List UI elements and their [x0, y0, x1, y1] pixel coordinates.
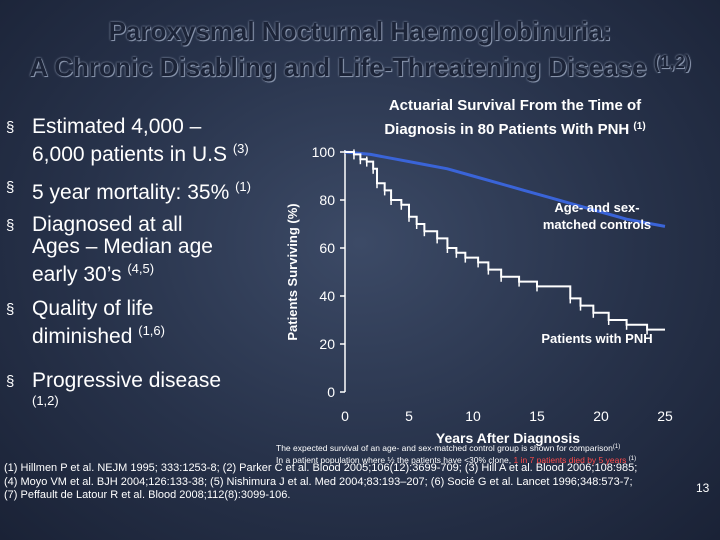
bullet-citation: (3) — [232, 141, 249, 156]
x-tick-label: 0 — [341, 408, 349, 424]
y-tick-label: 40 — [319, 288, 335, 304]
series-line-pnh — [345, 151, 665, 331]
bullet-text-cont: 6,000 patients in U.S (3) — [32, 138, 249, 165]
y-tick-label: 0 — [327, 384, 335, 400]
series-label-controls-line: matched controls — [543, 217, 651, 232]
y-tick-label: 60 — [319, 240, 335, 256]
x-tick-label: 15 — [529, 408, 545, 424]
y-tick-label: 100 — [312, 144, 336, 160]
chart-note-1-citation: (1) — [612, 444, 621, 450]
chart-note-2-text: In a patient population where ½ the pati… — [276, 455, 512, 465]
bullet-text-line: 6,000 patients in U.S — [32, 143, 227, 166]
bullet-text: 5 year mortality: 35% (1) — [32, 176, 251, 203]
bullet-text-line: early 30’s — [32, 263, 122, 286]
bullet-text-line: diminished — [32, 325, 133, 348]
reference-line-3: (7) Peffault de Latour R et al. Blood 20… — [4, 489, 291, 501]
slide-title: Paroxysmal Nocturnal Haemoglobinuria: A … — [0, 16, 720, 83]
bullet-text: Quality of life — [32, 297, 154, 320]
bullet-text-cont: diminished (1,6) — [32, 320, 165, 347]
series-label-controls: Age- and sex-matched controls — [543, 200, 651, 232]
x-tick-label: 20 — [593, 408, 609, 424]
chart-title-citation: (1) — [633, 121, 646, 132]
series-line-controls — [344, 150, 666, 228]
bullet-marker: § — [6, 301, 15, 318]
chart-title: Actuarial Survival From the Time of Diag… — [320, 95, 710, 140]
slide-title-citation: (1,2) — [653, 52, 691, 72]
y-tick-label: 80 — [319, 192, 335, 208]
page-number: 13 — [696, 481, 710, 495]
bullet-text-cont: early 30’s (4,5) — [32, 258, 154, 285]
series-label-controls-line: Age- and sex- — [554, 200, 639, 215]
reference-line-2: (4) Moyo VM et al. BJH 2004;126:133-38; … — [4, 475, 633, 488]
reference-line-1: (1) Hillmen P et al. NEJM 1995; 333:1253… — [4, 462, 638, 474]
bullet-marker: § — [6, 119, 15, 136]
chart-note-2-highlight: 1 in 7 patients died by 5 years — [513, 455, 627, 465]
chart-title-line-2: Diagnosis in 80 Patients With PNH (1) — [320, 116, 710, 140]
references: (1) Hillmen P et al. NEJM 1995; 333:1253… — [4, 462, 637, 503]
bullet-citation: (1,2) — [32, 393, 59, 408]
bullet-text: Progressive disease — [32, 369, 222, 392]
x-tick-label: 5 — [405, 408, 413, 424]
bullet-citation: (1,6) — [138, 323, 165, 338]
series-label-pnh: Patients with PNH — [541, 331, 652, 346]
bullet-marker: § — [6, 217, 15, 234]
bullet-text-cont: Ages – Median age — [32, 235, 213, 258]
chart-title-line-1: Actuarial Survival From the Time of — [388, 97, 642, 114]
bullet-text: Diagnosed at all — [32, 213, 183, 236]
y-axis-label: Patients Surviving (%) — [285, 203, 300, 340]
chart-note-2: In a patient population where ½ the pati… — [276, 455, 636, 465]
bullet-citation: (4,5) — [127, 261, 155, 276]
slide-title-line-2-text: A Chronic Disabling and Life-Threatening… — [29, 52, 647, 82]
chart-title-line-2-text: Diagnosis in 80 Patients With PNH — [384, 121, 630, 138]
y-tick-label: 20 — [319, 336, 335, 352]
slide-title-line-1: Paroxysmal Nocturnal Haemoglobinuria: — [108, 16, 612, 46]
chart-note-1-text: The expected survival of an age- and sex… — [276, 443, 613, 453]
x-axis-label: Years After Diagnosis — [436, 430, 580, 446]
bullet-text: Estimated 4,000 – — [32, 115, 202, 138]
bullet-text-line: 5 year mortality: 35% — [32, 181, 230, 204]
bullet-marker: § — [6, 179, 15, 196]
bullet-marker: § — [6, 373, 15, 390]
chart-note-1: The expected survival of an age- and sex… — [276, 443, 620, 453]
bullet-citation: (1) — [235, 179, 251, 194]
chart-note-2-citation: (1) — [628, 456, 637, 462]
x-tick-label: 25 — [657, 408, 673, 424]
slide-title-line-2: A Chronic Disabling and Life-Threatening… — [0, 47, 720, 83]
x-tick-label: 10 — [465, 408, 481, 424]
